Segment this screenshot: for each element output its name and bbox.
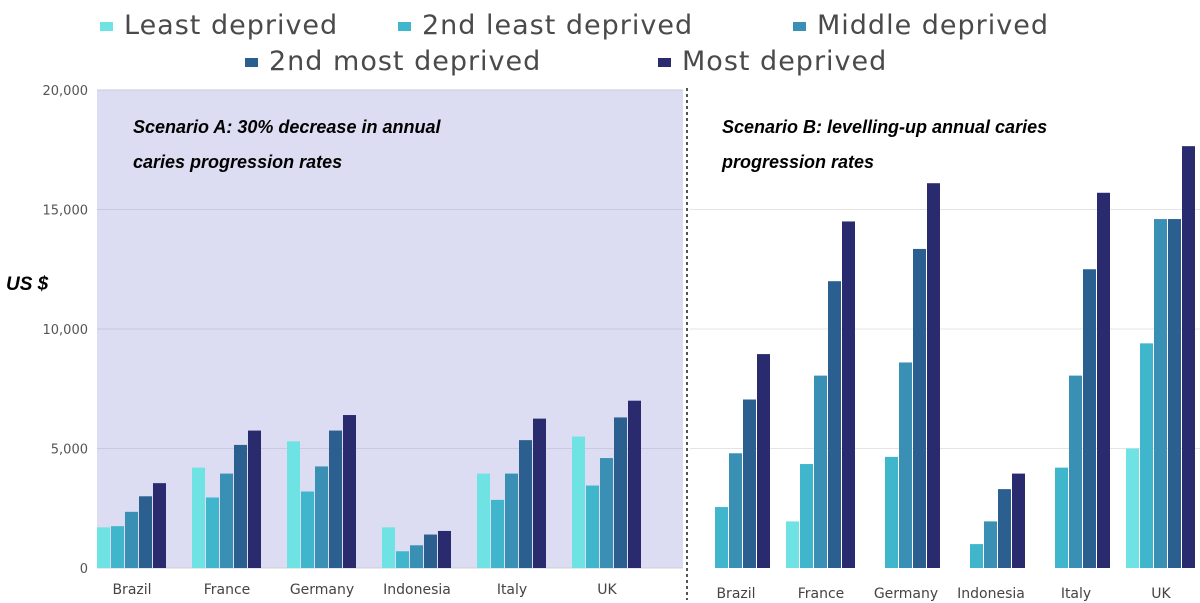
legend-swatch	[793, 22, 806, 31]
category-label: Brazil	[716, 586, 755, 602]
scenario-annotation: Scenario A: 30% decrease in annual	[133, 117, 441, 137]
bar-a-uk-4	[628, 400, 641, 568]
bar-b-brazil-2	[729, 453, 742, 568]
bar-a-uk-0	[572, 436, 585, 568]
bar-b-germany-3	[913, 248, 926, 568]
bar-a-germany-1	[301, 491, 314, 568]
y-axis-label: US $	[6, 274, 49, 295]
category-label: Indonesia	[957, 586, 1025, 602]
bar-b-indonesia-2	[984, 521, 997, 568]
bar-a-italy-1	[491, 499, 504, 568]
category-label: UK	[1151, 586, 1171, 602]
bar-b-germany-2	[899, 362, 912, 568]
bar-a-indonesia-1	[396, 551, 409, 568]
bar-b-uk-0	[1126, 448, 1139, 568]
category-label: Brazil	[112, 582, 151, 598]
y-tick-label: 15,000	[43, 204, 89, 219]
legend-swatch	[398, 22, 411, 31]
bar-b-brazil-4	[757, 354, 770, 568]
bar-a-brazil-0	[97, 527, 110, 568]
bar-a-indonesia-2	[410, 545, 423, 568]
gridlines	[97, 88, 1200, 600]
bar-a-uk-1	[586, 485, 599, 568]
bar-a-brazil-3	[139, 496, 152, 568]
bar-b-uk-2	[1154, 219, 1167, 568]
bar-b-germany-1	[885, 456, 898, 568]
category-label: Italy	[1061, 586, 1091, 602]
bar-a-indonesia-0	[382, 527, 395, 568]
bar-b-germany-4	[927, 183, 940, 568]
bar-a-france-2	[220, 473, 233, 568]
bar-b-france-2	[814, 375, 827, 568]
bar-a-indonesia-4	[438, 530, 451, 568]
bar-a-uk-2	[600, 458, 613, 568]
y-tick-label: 10,000	[43, 323, 89, 338]
bar-a-france-1	[206, 497, 219, 568]
y-tick-label: 0	[80, 562, 88, 577]
bar-a-brazil-1	[111, 526, 124, 568]
chart-text: 0 5,000 10,000 15,000 20,000 US $ Brazil France…	[6, 84, 1172, 602]
bar-a-italy-3	[519, 440, 532, 568]
bar-b-uk-4	[1182, 146, 1195, 569]
y-tick-label: 5,000	[51, 443, 88, 458]
bar-a-italy-2	[505, 473, 518, 568]
bars	[97, 146, 1195, 569]
legend-label: Least deprived	[124, 10, 338, 41]
category-label: Indonesia	[383, 582, 451, 598]
bar-b-italy-3	[1083, 269, 1096, 568]
legend-swatch	[245, 58, 258, 67]
bar-a-brazil-2	[125, 511, 138, 568]
bar-a-italy-0	[477, 473, 490, 568]
bar-a-indonesia-3	[424, 534, 437, 568]
bar-a-brazil-4	[153, 483, 166, 568]
bar-b-brazil-1	[715, 507, 728, 568]
category-label: France	[204, 582, 251, 598]
bar-a-italy-4	[533, 418, 546, 568]
legend-swatch	[658, 58, 671, 67]
legend-swatch	[100, 22, 113, 31]
bar-a-germany-0	[287, 441, 300, 568]
bar-b-italy-4	[1097, 192, 1110, 568]
scenario-annotation: progression rates	[721, 152, 874, 172]
bar-a-uk-3	[614, 417, 627, 568]
bar-a-germany-3	[329, 430, 342, 568]
bar-b-uk-3	[1168, 219, 1181, 568]
bar-a-france-3	[234, 444, 247, 568]
category-label: Germany	[290, 582, 354, 598]
bar-b-france-3	[828, 281, 841, 568]
bar-b-france-4	[842, 221, 855, 568]
bar-b-france-0	[786, 521, 799, 568]
bar-b-brazil-3	[743, 399, 756, 568]
bar-b-indonesia-3	[998, 489, 1011, 568]
legend: Least deprived 2nd least deprived Middle d…	[100, 10, 1049, 77]
bar-b-uk-1	[1140, 343, 1153, 568]
y-tick-label: 20,000	[43, 84, 89, 99]
bar-a-france-0	[192, 467, 205, 568]
bar-b-indonesia-1	[970, 544, 983, 568]
bar-b-italy-1	[1055, 467, 1068, 568]
bar-a-france-4	[248, 430, 261, 568]
scenario-annotation: Scenario B: levelling-up annual caries	[722, 117, 1047, 137]
category-label: Germany	[874, 586, 938, 602]
bar-a-germany-2	[315, 466, 328, 568]
category-label: France	[798, 586, 845, 602]
legend-label: Middle deprived	[817, 10, 1049, 41]
bar-a-germany-4	[343, 415, 356, 568]
bar-b-italy-2	[1069, 375, 1082, 568]
category-label: UK	[597, 582, 617, 598]
category-label: Italy	[497, 582, 527, 598]
bar-b-france-1	[800, 464, 813, 568]
scenario-annotation: caries progression rates	[133, 152, 342, 172]
legend-label: 2nd most deprived	[269, 46, 541, 77]
legend-label: Most deprived	[682, 46, 887, 77]
bar-b-indonesia-4	[1012, 473, 1025, 568]
legend-label: 2nd least deprived	[422, 10, 693, 41]
